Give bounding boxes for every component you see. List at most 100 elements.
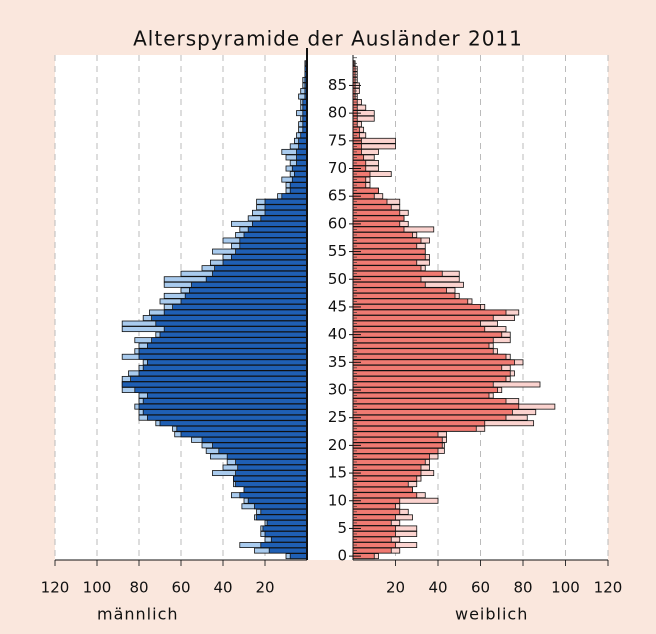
bar [239,492,308,499]
bar [352,475,418,482]
bar [256,514,308,521]
bar [191,281,308,288]
bar [180,298,308,305]
x-tick-label: 100 [551,579,580,597]
bar [352,270,443,277]
x-tick-label: 60 [171,579,190,597]
bar [352,243,418,249]
y-tick-label: 55 [328,242,347,260]
bar [352,370,511,377]
bar [247,226,308,233]
bar [291,176,308,183]
bar [352,348,494,355]
y-tick-label: 40 [328,325,347,343]
bar [176,425,308,432]
bar [138,403,308,410]
bar [296,160,308,166]
bar [266,519,308,526]
bar [222,259,308,266]
y-tick-label: 5 [337,519,347,537]
bar [260,508,308,515]
x-tick-label: 80 [513,579,532,597]
x-tick-label: 100 [83,579,112,597]
bar [352,342,490,349]
chart-title: Alterspyramide der Ausländer 2011 [133,27,523,51]
y-tick-label: 30 [328,381,347,399]
bar [239,243,308,249]
bar [159,420,308,427]
bar [146,414,308,421]
x-tick-label: 20 [386,579,405,597]
bar [264,198,308,205]
bar [159,331,308,338]
bar [352,442,443,449]
y-tick-label: 15 [328,464,347,482]
bar [134,387,308,393]
bar [352,198,388,205]
bar [146,342,308,349]
bar [352,425,477,432]
bar [138,348,308,355]
bar [352,337,494,344]
bar [352,259,418,266]
bar [352,459,426,465]
bar [260,215,308,222]
y-tick-label: 45 [328,297,347,315]
bar [352,387,498,393]
bar [151,337,308,344]
bar [218,447,308,454]
x-tick-label: 40 [428,579,447,597]
bar [352,464,422,471]
bar [281,193,308,200]
bar [188,287,308,294]
bar [130,375,308,382]
bar [142,409,308,416]
bar [352,215,405,222]
bar [352,398,507,405]
bar [239,237,308,244]
bar [352,436,443,443]
bar [352,265,422,272]
y-tick-label: 70 [328,159,347,177]
x-tick-label: 120 [594,579,623,597]
bar [201,436,308,443]
y-tick-label: 80 [328,104,347,122]
x-axis-label: männlich [97,605,179,624]
bar [352,303,481,310]
x-axis-label: weiblich [455,605,528,624]
bar [352,331,503,338]
bar [184,292,308,299]
y-tick-label: 75 [328,131,347,149]
bar [352,431,439,438]
bar [352,298,469,305]
bar [289,553,308,560]
x-tick-label: 40 [213,579,232,597]
bar [235,481,308,488]
bar [352,481,409,488]
bar [235,470,308,477]
bar [212,270,308,277]
bar [352,420,486,427]
bar [352,519,392,526]
bar [352,309,507,316]
bar [352,547,392,554]
bar [352,248,426,255]
bar [180,431,308,438]
x-tick-label: 60 [471,579,490,597]
bar [293,171,308,177]
bar [352,375,507,382]
bar [352,320,481,327]
y-tick-label: 85 [328,76,347,94]
bar [235,248,308,255]
bar [352,359,515,366]
bar [268,547,308,554]
bar [138,353,308,360]
bar [298,137,308,144]
bar [264,209,308,216]
bar [142,364,308,371]
bar [352,514,396,521]
bar [243,232,308,238]
bar [296,148,308,155]
bar [352,392,490,399]
